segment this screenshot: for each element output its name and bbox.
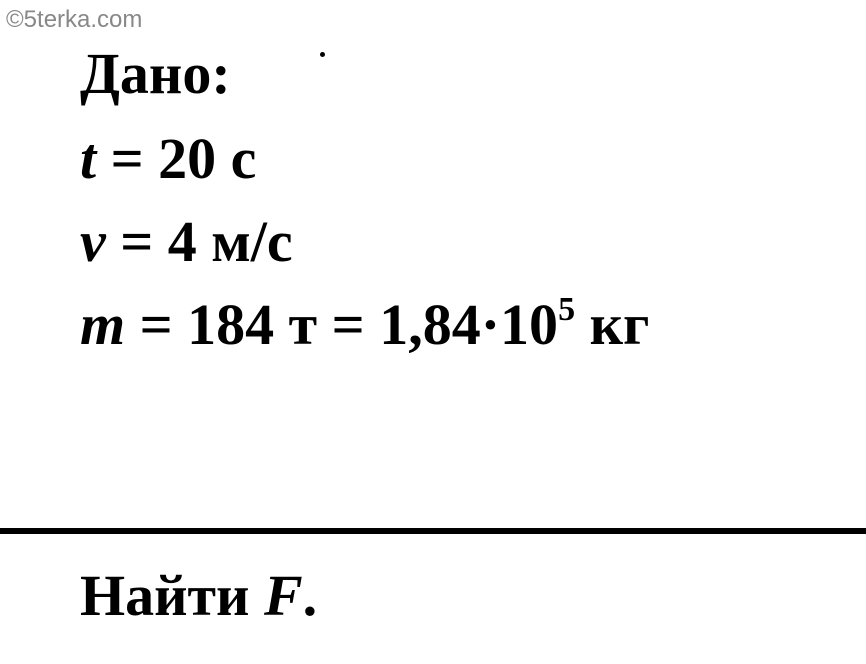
var-v: v xyxy=(80,209,106,274)
line-mass: m = 184 т = 1,84·105 кг xyxy=(80,291,826,358)
given-section: Дано: t = 20 с v = 4 м/с m = 184 т = 1,8… xyxy=(80,40,826,374)
find-section: Найти F. xyxy=(80,562,317,629)
find-var-f: F xyxy=(264,563,303,628)
var-t: t xyxy=(80,126,96,191)
horizontal-divider xyxy=(0,528,866,534)
find-label: Найти xyxy=(80,563,264,628)
find-period: . xyxy=(303,563,318,628)
val-v: = 4 м/с xyxy=(106,209,293,274)
line-time: t = 20 с xyxy=(80,125,826,192)
watermark: ©5terka.com xyxy=(6,6,142,34)
var-m: m xyxy=(80,292,125,357)
val-m-part1: = 184 т = 1,84·10 xyxy=(125,292,558,357)
val-m-sup: 5 xyxy=(558,291,575,328)
val-m-part2: кг xyxy=(575,292,649,357)
val-t: = 20 с xyxy=(96,126,256,191)
line-velocity: v = 4 м/с xyxy=(80,208,826,275)
heading-given: Дано: xyxy=(80,40,826,107)
